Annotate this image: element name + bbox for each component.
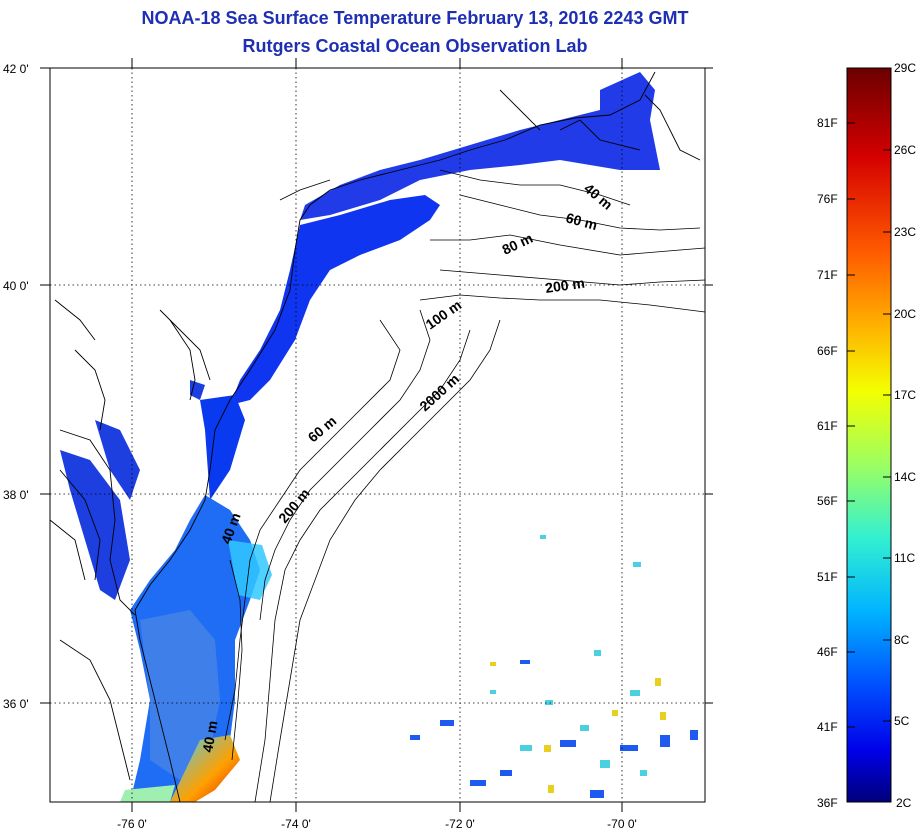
colorbar-c-label: 8C [894, 633, 910, 647]
colorbar-c-label: 17C [894, 388, 917, 402]
colorbar-c-label: 29C [894, 61, 917, 75]
colorbar-f-label: 36F [817, 796, 838, 810]
lat-tick-label: 38 0' [3, 488, 29, 502]
colorbar-c-label: 23C [894, 225, 917, 239]
lon-tick-label: -76 0' [117, 817, 147, 831]
lon-tick-label: -72 0' [445, 817, 475, 831]
colorbar-c-label: 11C [894, 551, 916, 565]
colorbar [846, 67, 892, 803]
lat-tick-label: 40 0' [3, 279, 29, 293]
colorbar-f-label: 76F [817, 192, 838, 206]
depth-label: 40 m [581, 180, 616, 213]
colorbar-f-label: 71F [817, 268, 838, 282]
map-frame [49, 67, 706, 803]
depth-label: 100 m [423, 297, 465, 333]
colorbar-c-label: 14C [894, 470, 917, 484]
lon-tick-label: -70 0' [607, 817, 637, 831]
map-subtitle: Rutgers Coastal Ocean Observation Lab [242, 36, 588, 56]
colorbar-f-label: 81F [817, 116, 838, 130]
graticule [50, 68, 705, 802]
depth-label: 80 m [500, 230, 536, 258]
bathymetry-layer [224, 169, 705, 802]
depth-label: 60 m [305, 413, 340, 446]
colorbar-f-label: 56F [817, 494, 838, 508]
depth-label: 200 m [544, 275, 586, 296]
coastline-layer [50, 71, 701, 802]
map-title: NOAA-18 Sea Surface Temperature February… [141, 8, 689, 28]
colorbar-f-label: 61F [817, 419, 838, 433]
lat-tick-label: 36 0' [3, 697, 29, 711]
colorbar-f-label: 51F [817, 570, 838, 584]
colorbar-f-label: 46F [817, 645, 838, 659]
colorbar-ticks [847, 122, 891, 728]
colorbar-c-label: 26C [894, 143, 917, 157]
axis-ticks [40, 58, 713, 812]
colorbar-c-label: 5C [894, 714, 910, 728]
colorbar-c-label: 2C [896, 796, 912, 810]
lat-tick-label: 42 0' [3, 62, 29, 76]
map-plot-area: 40 m 60 m 80 m 200 m 100 m 2000 m 60 m 2… [50, 68, 705, 802]
colorbar-f-label: 66F [817, 344, 838, 358]
colorbar-f-label: 41F [817, 720, 838, 734]
depth-label: 2000 m [416, 371, 462, 415]
depth-label: 60 m [564, 209, 599, 233]
depth-label: 40 m [199, 719, 220, 753]
depth-label: 200 m [275, 485, 313, 526]
colorbar-c-label: 20C [894, 307, 917, 321]
lon-tick-label: -74 0' [281, 817, 311, 831]
sst-data-layer [60, 72, 698, 802]
